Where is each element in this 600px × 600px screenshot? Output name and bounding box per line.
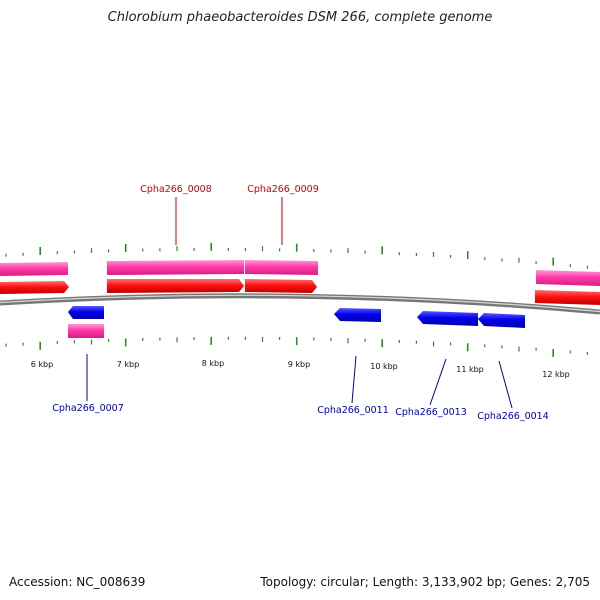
accession-label: Accession: NC_008639 — [9, 575, 146, 589]
reverse-gene-feature-0007[interactable] — [68, 324, 104, 338]
gene-label-cpha266-0007[interactable]: Cpha266_0007 — [52, 403, 124, 414]
genome-summary: Topology: circular; Length: 3,133,902 bp… — [260, 575, 590, 589]
forward-gene-feature-0015[interactable] — [536, 270, 600, 286]
scale-label-6kbp: 6 kbp — [31, 360, 53, 369]
gene-label-cpha266-0011[interactable]: Cpha266_0011 — [317, 405, 389, 416]
forward-cds-feature-0008[interactable] — [107, 279, 244, 293]
scale-label-9kbp: 9 kbp — [288, 360, 310, 369]
leader-line-0013 — [429, 358, 447, 406]
reverse-cds-feature-0011[interactable] — [334, 308, 381, 322]
scale-label-8kbp: 8 kbp — [202, 359, 224, 368]
scale-label-10kbp: 10 kbp — [370, 362, 398, 371]
gene-label-cpha266-0013[interactable]: Cpha266_0013 — [395, 407, 467, 418]
scale-label-12kbp: 12 kbp — [542, 370, 570, 379]
forward-cds-feature-0009[interactable] — [245, 279, 317, 293]
leader-line-0014 — [498, 360, 513, 409]
gene-label-cpha266-0014[interactable]: Cpha266_0014 — [477, 411, 549, 422]
scale-ticks-reverse — [5, 336, 589, 358]
leader-line-0011 — [351, 355, 357, 404]
scale-ticks-forward — [5, 242, 589, 269]
genome-backbone-highlight — [0, 294, 600, 313]
gene-label-cpha266-0008[interactable]: Cpha266_0008 — [140, 184, 212, 195]
forward-gene-feature-0008[interactable] — [107, 260, 244, 275]
forward-gene-feature-0009[interactable] — [245, 260, 318, 275]
scale-label-7kbp: 7 kbp — [117, 360, 139, 369]
reverse-cds-feature-0013[interactable] — [417, 311, 478, 326]
forward-cds-feature-0015[interactable] — [535, 290, 600, 305]
scale-label-11kbp: 11 kbp — [456, 365, 484, 374]
genome-title: Chlorobium phaeobacteroides DSM 266, com… — [107, 10, 493, 25]
reverse-cds-feature-0007[interactable] — [68, 306, 104, 319]
forward-gene-feature-0006[interactable] — [0, 262, 68, 276]
forward-cds-feature-0006[interactable] — [0, 281, 69, 294]
gene-label-cpha266-0009[interactable]: Cpha266_0009 — [247, 184, 319, 195]
reverse-cds-feature-0014[interactable] — [478, 313, 525, 328]
